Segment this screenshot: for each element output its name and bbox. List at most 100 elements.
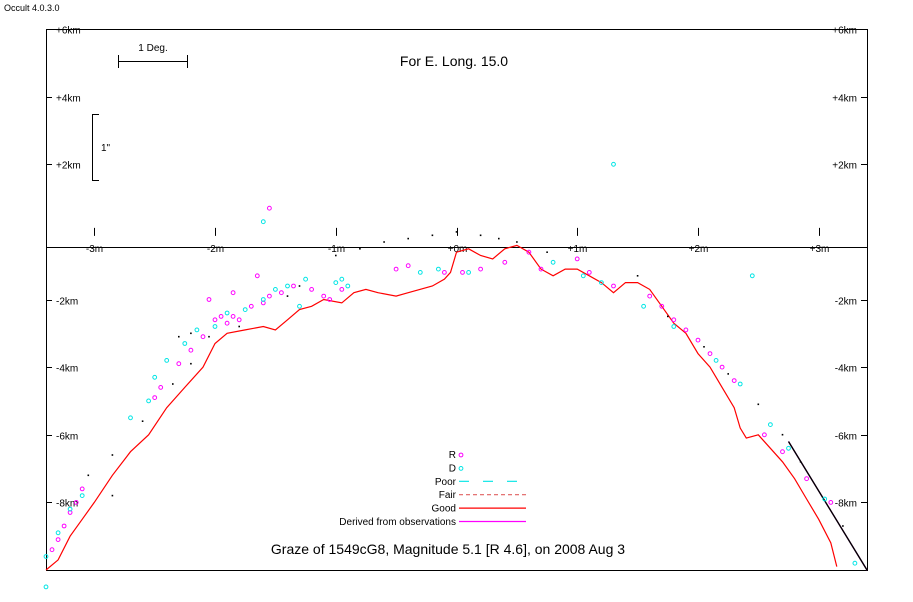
reappearance-point [55, 537, 61, 542]
disappearance-point [128, 415, 133, 421]
x-tick-label: +3m [810, 244, 830, 255]
y-tick-label-left: -4km [56, 364, 78, 375]
predicted-limb-point [359, 248, 361, 250]
disappearance-point [768, 422, 773, 428]
reappearance-point [230, 314, 236, 319]
disappearance-point [737, 381, 743, 387]
x-tick-label: -3m [86, 244, 103, 255]
reappearance-point [200, 334, 206, 340]
y-tick-label-left: +2km [56, 161, 81, 172]
predicted-limb-point [727, 373, 729, 375]
disappearance-point [749, 273, 755, 279]
disappearance-point [43, 554, 49, 559]
disappearance-point [786, 445, 791, 451]
reappearance-point [176, 361, 182, 367]
reappearance-point [291, 283, 296, 289]
disappearance-point [182, 341, 188, 346]
reappearance-point [671, 317, 677, 323]
disappearance-point [285, 283, 290, 289]
reappearance-point [478, 266, 484, 272]
disappearance-point [339, 276, 345, 282]
axis-ticks: -3m -2m -1m +0m +1m +2m +3m +6km +6km +4km +4km +2k… [46, 26, 867, 510]
legend-symbol [458, 466, 464, 471]
legend-label: Good [432, 504, 456, 515]
reappearance-point [218, 314, 224, 319]
predicted-limb-point [208, 335, 210, 338]
disappearance-point [260, 297, 266, 302]
reappearance-point [659, 303, 665, 309]
disappearance-point [466, 270, 472, 275]
disappearance-point [224, 310, 230, 316]
scale-bar-horizontal-label: 1 Deg. [138, 43, 167, 54]
y-tick-label-left: -6km [56, 432, 78, 443]
y-tick-label-right: -4km [835, 364, 857, 375]
disappearance-point [852, 560, 858, 566]
limb-profile-line [45, 244, 838, 571]
reappearance-point [206, 297, 212, 302]
scale-bar-vertical: 1" [92, 114, 111, 181]
predicted-limb-point [757, 403, 760, 406]
reappearance-point [393, 266, 399, 272]
predicted-limb-point [238, 325, 240, 328]
reappearance-point [502, 259, 508, 265]
observation-points [43, 161, 858, 590]
reappearance-point [460, 270, 465, 275]
y-tick-label-right: -8km [835, 499, 857, 510]
disappearance-point [822, 496, 828, 502]
disappearance-point [599, 280, 604, 286]
y-tick-label-left: +4km [56, 94, 81, 105]
predicted-limb-point [781, 433, 784, 436]
y-tick-label-right: +2km [832, 161, 857, 172]
predicted-limb-point [636, 275, 639, 277]
reappearance-point [158, 385, 164, 390]
disappearance-point [43, 584, 49, 590]
scale-bar-horizontal: 1 Deg. [118, 43, 188, 68]
reappearance-point [152, 395, 158, 401]
y-tick-label-right: -2km [835, 297, 857, 308]
predicted-limb-point [335, 254, 337, 257]
predicted-limb-point [87, 474, 90, 477]
predicted-limb-point [455, 231, 458, 233]
reappearance-point [79, 486, 85, 492]
reappearance-point [405, 263, 411, 269]
reappearance-point [279, 290, 284, 296]
x-tick-label: +1m [568, 244, 588, 255]
disappearance-point [152, 374, 158, 380]
reappearance-point [49, 547, 55, 553]
reappearance-point [73, 500, 79, 505]
reappearance-point [309, 287, 315, 292]
predicted-limb-point [111, 494, 114, 497]
x-tick-label: -2m [207, 244, 224, 255]
reappearance-point [780, 449, 785, 455]
predicted-limb-point [190, 362, 192, 365]
reappearance-point [254, 273, 260, 279]
limb-profile [45, 244, 868, 571]
predicted-limb-point [516, 241, 518, 243]
reappearance-point [719, 364, 725, 370]
reappearance-point [267, 293, 272, 299]
chart-subtitle: For E. Long. 15.0 [400, 53, 508, 69]
disappearance-point [212, 324, 218, 329]
x-tick-label: +0m [448, 244, 468, 255]
predicted-limb-point [298, 285, 301, 287]
disappearance-point [671, 324, 677, 329]
reappearance-point [248, 303, 254, 309]
legend: RD Poor Fair Good Derived from observations [339, 450, 526, 528]
legend-symbol [458, 452, 464, 458]
reappearance-point [707, 351, 713, 357]
legend-label: Poor [435, 477, 457, 488]
scale-bar-vertical-label: 1" [101, 143, 111, 154]
reappearance-point [647, 293, 653, 299]
legend-label: D [449, 463, 456, 474]
reappearance-point [611, 283, 616, 289]
disappearance-point [260, 219, 266, 225]
reappearance-point [762, 432, 767, 438]
x-tick-label: -1m [328, 244, 345, 255]
reappearance-point [224, 320, 230, 326]
predicted-limb-point [178, 335, 180, 338]
disappearance-point [146, 398, 152, 404]
disappearance-point [333, 280, 339, 286]
disappearance-point [242, 307, 248, 313]
predicted-limb-point [799, 461, 802, 463]
